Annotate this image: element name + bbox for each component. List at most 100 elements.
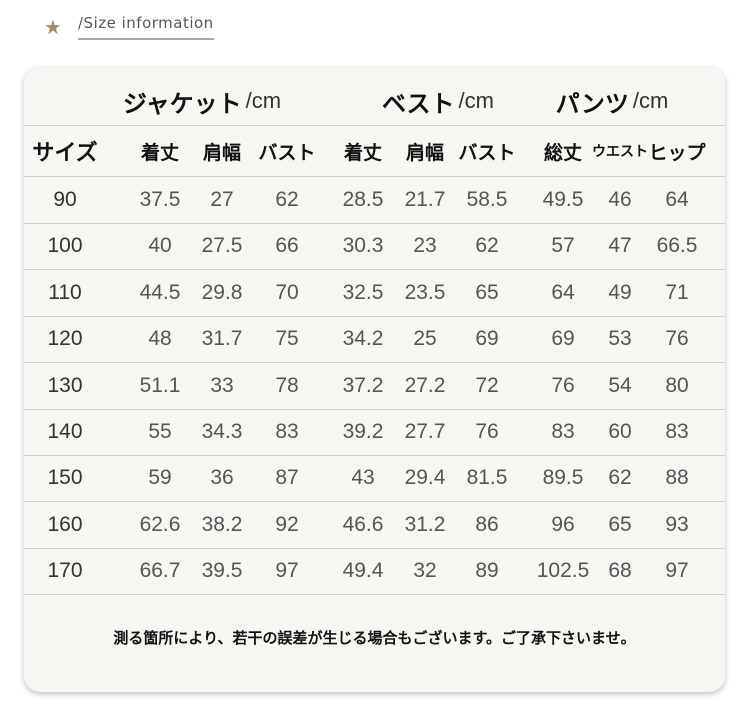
value-cell: 72 — [475, 373, 499, 397]
table-row: 110 44.5 29.8 70 32.5 23.5 65 64 49 71 — [24, 270, 725, 317]
column-header: 着丈 — [140, 141, 180, 164]
value-cell: 83 — [665, 420, 689, 443]
value-cell: 23.5 — [404, 280, 446, 304]
size-cell: 140 — [47, 420, 83, 443]
value-cell: 49 — [608, 280, 632, 304]
value-cell: 29.4 — [404, 466, 446, 490]
value-cell: 68 — [608, 559, 632, 583]
value-cell: 34.2 — [342, 327, 384, 351]
value-cell: 49.4 — [342, 559, 384, 583]
section-title-text: /Size information — [78, 14, 214, 40]
group-unit: /cm — [632, 88, 669, 113]
value-cell: 32.5 — [342, 280, 384, 304]
column-header: 総丈 — [543, 141, 583, 164]
value-cell: 97 — [275, 559, 299, 583]
value-cell: 46 — [608, 188, 632, 211]
value-cell: 27.7 — [404, 420, 446, 443]
value-cell: 62.6 — [139, 512, 181, 536]
size-cell: 100 — [47, 234, 83, 258]
group-name: ジャケット — [122, 89, 242, 118]
table-row: 160 62.6 38.2 92 46.6 31.2 86 96 65 93 — [24, 502, 725, 549]
value-cell: 53 — [608, 327, 632, 351]
value-cell: 55 — [148, 420, 172, 443]
value-cell: 51.1 — [139, 373, 181, 397]
column-header: バスト — [458, 141, 516, 164]
table-row: 150 59 36 87 43 29.4 81.5 89.5 62 88 — [24, 455, 725, 503]
value-cell: 33 — [210, 373, 234, 397]
value-cell: 21.7 — [404, 188, 446, 211]
value-cell: 66.7 — [139, 559, 181, 583]
size-cell: 120 — [47, 327, 83, 351]
column-header: 着丈 — [343, 141, 383, 164]
value-cell: 30.3 — [342, 234, 384, 258]
group-name: ベスト — [382, 89, 455, 118]
value-cell: 66.5 — [656, 234, 698, 258]
size-cell: 170 — [47, 559, 83, 583]
value-cell: 92 — [275, 512, 299, 536]
value-cell: 32 — [413, 559, 437, 583]
value-cell: 65 — [608, 512, 632, 536]
value-cell: 102.5 — [536, 559, 590, 583]
value-cell: 65 — [475, 280, 499, 304]
value-cell: 78 — [275, 373, 299, 397]
value-cell: 37.2 — [342, 373, 384, 397]
value-cell: 76 — [475, 420, 499, 443]
value-cell: 25 — [413, 327, 437, 351]
size-cell: 90 — [53, 188, 77, 211]
value-cell: 36 — [210, 466, 234, 490]
value-cell: 47 — [608, 234, 632, 258]
value-cell: 83 — [551, 420, 575, 443]
value-cell: 27.2 — [404, 373, 446, 397]
value-cell: 69 — [475, 327, 499, 351]
value-cell: 62 — [608, 466, 632, 490]
value-cell: 96 — [551, 512, 575, 536]
value-cell: 39.2 — [342, 420, 384, 443]
value-cell: 39.5 — [201, 559, 243, 583]
column-header: ヒップ — [648, 141, 706, 164]
value-cell: 70 — [275, 280, 299, 304]
star-icon: ★ — [44, 15, 62, 39]
value-cell: 89.5 — [542, 466, 584, 490]
group-unit: /cm — [458, 88, 494, 113]
column-header: サイズ — [32, 141, 98, 166]
column-header-row: サイズ 着丈 肩幅 バスト 着丈 肩幅 バスト 総丈 ウエスト ヒップ — [24, 126, 725, 177]
value-cell: 60 — [608, 420, 632, 443]
table-row: 120 48 31.7 75 34.2 25 69 69 53 76 — [24, 316, 725, 364]
value-cell: 31.7 — [201, 327, 243, 351]
column-header: 肩幅 — [405, 141, 445, 164]
value-cell: 75 — [275, 327, 299, 351]
value-cell: 34.3 — [201, 420, 243, 443]
value-cell: 48 — [148, 327, 172, 351]
value-cell: 62 — [475, 234, 499, 258]
value-cell: 80 — [665, 373, 689, 397]
size-table-card: ジャケット/cm ベスト/cm パンツ/cm サイズ 着丈 肩幅 バスト 着丈 肩幅 バスト 総丈… — [24, 67, 725, 692]
value-cell: 81.5 — [466, 466, 508, 490]
value-cell: 46.6 — [342, 512, 384, 536]
value-cell: 37.5 — [139, 188, 181, 211]
value-cell: 43 — [351, 466, 375, 490]
size-cell: 160 — [47, 512, 83, 536]
value-cell: 97 — [665, 559, 689, 583]
measurement-note: 測る箇所により、若干の誤差が生じる場合もございます。ご了承下さいませ。 — [113, 629, 636, 647]
value-cell: 83 — [275, 420, 299, 443]
table-row: 100 40 27.5 66 30.3 23 62 57 47 66.5 — [24, 223, 725, 271]
size-cell: 130 — [47, 373, 83, 397]
value-cell: 44.5 — [139, 280, 181, 304]
value-cell: 31.2 — [404, 512, 446, 536]
group-header: パンツ/cm — [556, 77, 669, 125]
value-cell: 49.5 — [542, 188, 584, 211]
column-header: 肩幅 — [202, 141, 242, 164]
value-cell: 29.8 — [201, 280, 243, 304]
table-row: 140 55 34.3 83 39.2 27.7 76 83 60 83 — [24, 409, 725, 456]
value-cell: 87 — [275, 466, 299, 490]
value-cell: 71 — [665, 280, 689, 304]
table-row: 130 51.1 33 78 37.2 27.2 72 76 54 80 — [24, 363, 725, 410]
size-cell: 150 — [47, 466, 83, 490]
group-name: パンツ — [555, 89, 629, 118]
value-cell: 57 — [551, 234, 575, 258]
value-cell: 88 — [665, 466, 689, 490]
value-cell: 40 — [148, 234, 172, 258]
group-header: ジャケット/cm — [123, 77, 281, 125]
column-header: ウエスト — [592, 144, 648, 160]
value-cell: 38.2 — [201, 512, 243, 536]
